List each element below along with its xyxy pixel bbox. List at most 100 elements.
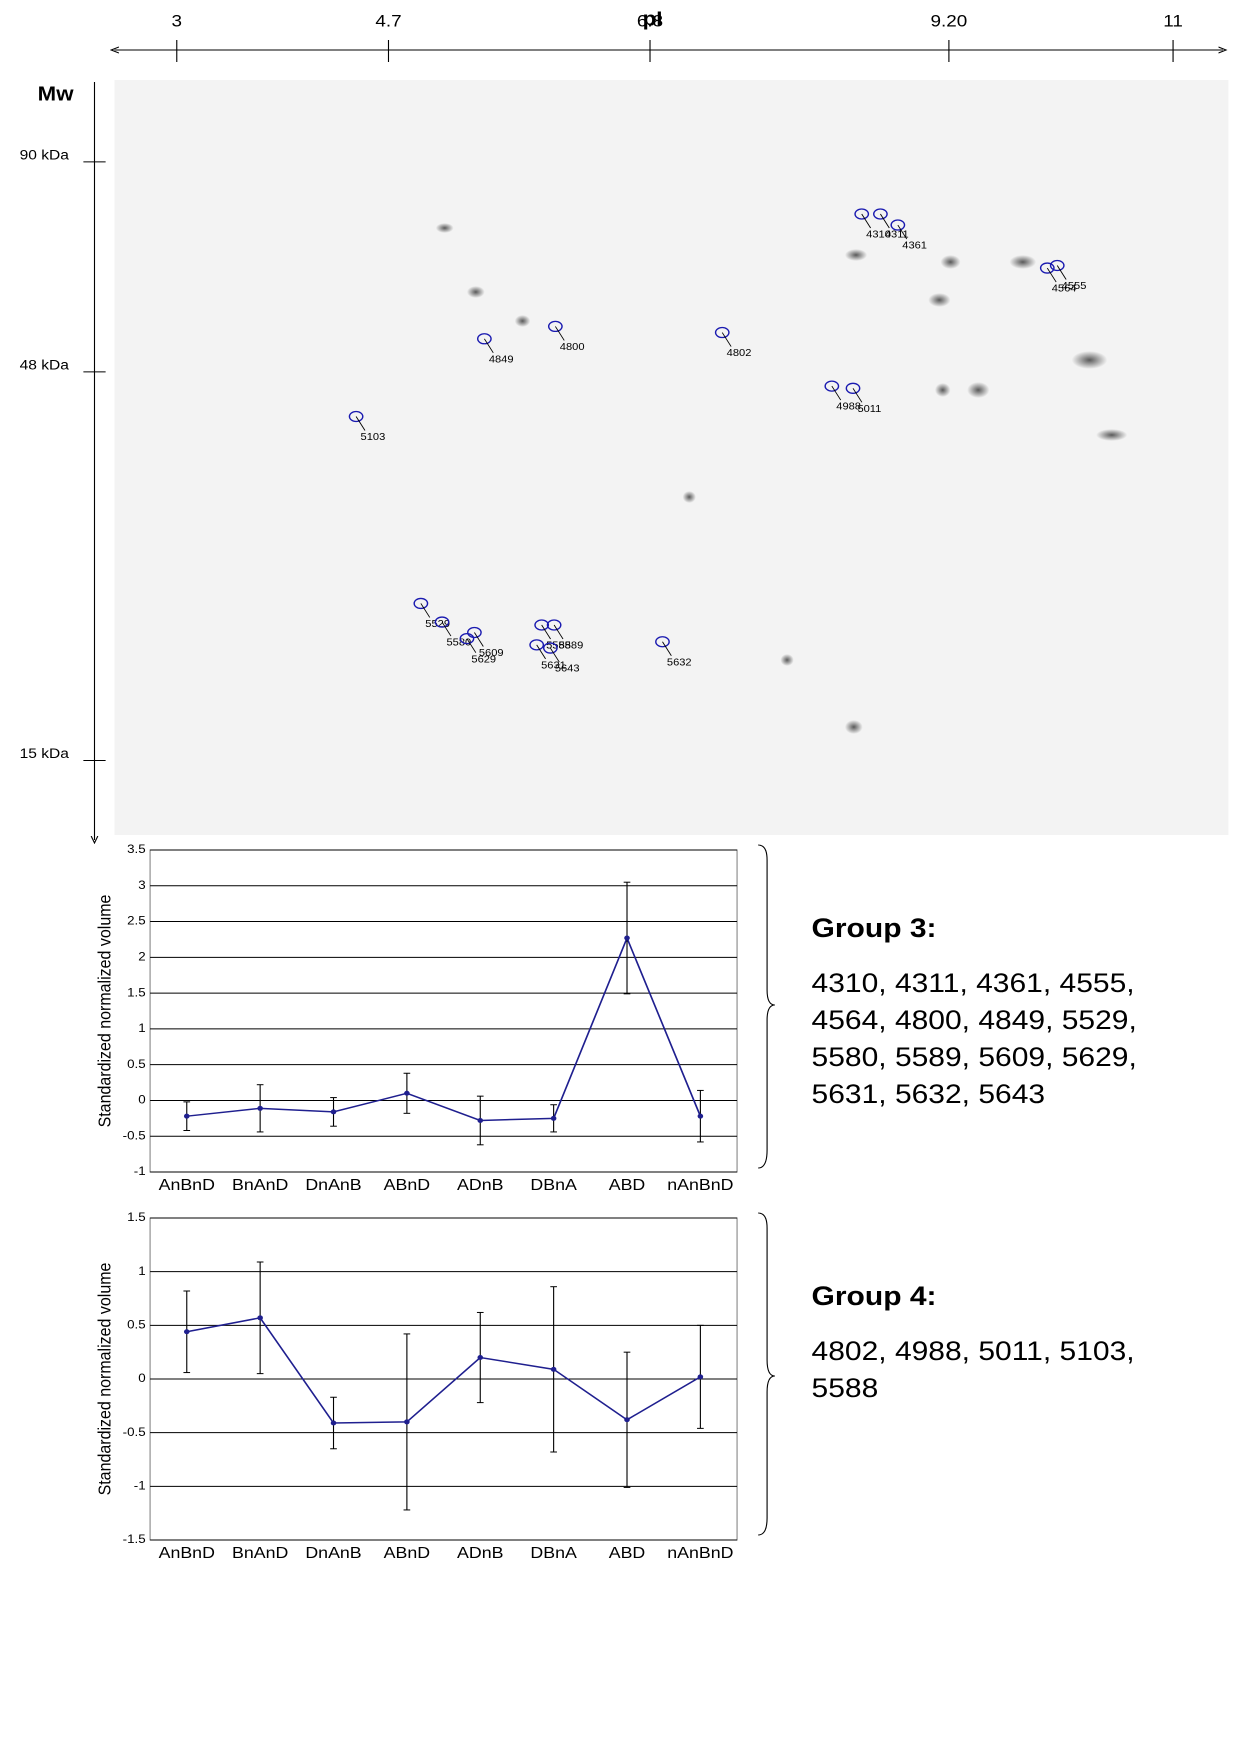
spot-outline bbox=[655, 636, 670, 648]
x-tick-label: 3 bbox=[172, 11, 183, 30]
spot-leader bbox=[355, 416, 366, 431]
point bbox=[697, 1374, 704, 1380]
spot-outline bbox=[459, 632, 475, 645]
point bbox=[183, 1113, 190, 1119]
spot-leader bbox=[662, 641, 672, 656]
spot-outline bbox=[413, 597, 429, 610]
x-tick-label: BnAnD bbox=[232, 1176, 288, 1194]
spot-label: 5632 bbox=[667, 657, 692, 668]
spot-label: 4988 bbox=[836, 401, 861, 412]
y-axis-label: Standardized normalized volume bbox=[95, 895, 115, 1128]
spot-leader bbox=[554, 326, 565, 341]
x-tick-label: ABnD bbox=[384, 1176, 430, 1194]
y-tick-label: 3 bbox=[138, 879, 145, 892]
spot-outline bbox=[854, 208, 870, 220]
y-tick-label: 1 bbox=[138, 1264, 145, 1277]
x-tick-label: ADnB bbox=[457, 1544, 503, 1562]
pi-label: pI bbox=[643, 8, 663, 30]
spot-label: 5529 bbox=[425, 619, 450, 630]
y-tick-label: 2 bbox=[138, 950, 145, 963]
spot-label: 5629 bbox=[471, 654, 496, 665]
spot-outline bbox=[890, 219, 906, 231]
group-members: 5631, 5632, 5643 bbox=[812, 1079, 1046, 1109]
spot-leader bbox=[474, 632, 484, 647]
spot-label: 4564 bbox=[1052, 283, 1077, 294]
x-tick-label: AnBnD bbox=[159, 1176, 215, 1194]
spot-leader bbox=[441, 621, 452, 637]
y-axis-label: Standardized normalized volume bbox=[95, 1263, 115, 1496]
point bbox=[624, 935, 630, 941]
point bbox=[550, 1115, 557, 1121]
spot-label: 4800 bbox=[560, 342, 585, 353]
x-tick-label: 4.7 bbox=[375, 11, 401, 30]
group-members: 5588 bbox=[812, 1373, 879, 1403]
spot-outline bbox=[467, 626, 482, 639]
group-members: 4802, 4988, 5011, 5103, bbox=[812, 1336, 1135, 1366]
spot-leader bbox=[536, 644, 546, 660]
point bbox=[183, 1329, 190, 1335]
y-tick-label: 0.5 bbox=[127, 1057, 146, 1070]
spot-outline bbox=[873, 208, 888, 220]
y-tick-label: -1 bbox=[134, 1165, 146, 1178]
spot-leader bbox=[861, 213, 872, 229]
x-tick-label: BnAnD bbox=[232, 1544, 288, 1562]
spot-outline bbox=[434, 616, 450, 628]
y-tick-label: 90 kDa bbox=[20, 148, 70, 163]
spot-label: 4555 bbox=[1062, 281, 1087, 292]
x-tick-label: ABnD bbox=[384, 1544, 430, 1562]
spot-leader bbox=[721, 332, 732, 347]
point bbox=[404, 1419, 410, 1425]
spot-outline bbox=[534, 619, 550, 631]
point bbox=[404, 1090, 410, 1096]
series-line bbox=[186, 1316, 701, 1424]
spot-leader bbox=[1056, 265, 1067, 280]
y-tick-label: 1.5 bbox=[127, 1211, 146, 1224]
x-tick-label: DnAnB bbox=[305, 1176, 361, 1194]
spot-outline bbox=[1039, 262, 1055, 274]
y-tick-label: 1.5 bbox=[127, 986, 146, 999]
x-tick-label: ABD bbox=[609, 1176, 646, 1194]
spot-leader bbox=[541, 624, 551, 640]
point bbox=[624, 1417, 630, 1423]
spot-leader bbox=[553, 624, 564, 640]
y-tick-label: -1 bbox=[134, 1479, 146, 1492]
y-tick-label: 0 bbox=[138, 1372, 145, 1385]
group-title: Group 3: bbox=[812, 913, 937, 943]
spot-outline bbox=[529, 639, 545, 651]
plot-area bbox=[149, 849, 738, 1173]
spot-leader bbox=[831, 385, 842, 401]
spot-label: 5588 bbox=[546, 640, 571, 651]
spot-leader bbox=[420, 603, 431, 618]
y-tick-label: 48 kDa bbox=[20, 358, 70, 373]
y-tick-label: 0.5 bbox=[127, 1318, 146, 1331]
spot-label: 5631 bbox=[541, 660, 566, 671]
spot-label: 5103 bbox=[361, 432, 386, 443]
gel-image bbox=[114, 80, 1229, 835]
spot-label: 4311 bbox=[885, 229, 909, 240]
group-members: 4564, 4800, 4849, 5529, bbox=[812, 1005, 1137, 1035]
spot-leader bbox=[852, 388, 863, 403]
spot-leader bbox=[1046, 267, 1057, 283]
mw-label: Mw bbox=[38, 83, 74, 105]
x-tick-label: ADnB bbox=[457, 1176, 503, 1194]
spot-label: 5011 bbox=[857, 403, 881, 414]
spot-leader bbox=[897, 224, 908, 240]
y-tick-label: 3.5 bbox=[127, 843, 146, 856]
spot-label: 5643 bbox=[555, 663, 580, 674]
gel-texture bbox=[435, 223, 1128, 734]
spot-label: 5609 bbox=[479, 648, 504, 659]
spot-outline bbox=[714, 326, 730, 339]
spot-outline bbox=[845, 382, 861, 394]
spot-outline bbox=[542, 642, 558, 654]
y-tick-label: 15 kDa bbox=[20, 747, 70, 762]
point bbox=[257, 1105, 263, 1111]
point bbox=[477, 1355, 484, 1361]
point bbox=[257, 1315, 263, 1321]
y-tick-label: -1.5 bbox=[123, 1533, 146, 1546]
spot-label: 4849 bbox=[489, 354, 514, 365]
spot-outline bbox=[547, 320, 563, 333]
y-tick-label: 2.5 bbox=[127, 914, 146, 927]
spot-outline bbox=[476, 333, 492, 345]
group-members: 5580, 5589, 5609, 5629, bbox=[812, 1042, 1137, 1072]
x-tick-label: 9.20 bbox=[931, 11, 968, 30]
